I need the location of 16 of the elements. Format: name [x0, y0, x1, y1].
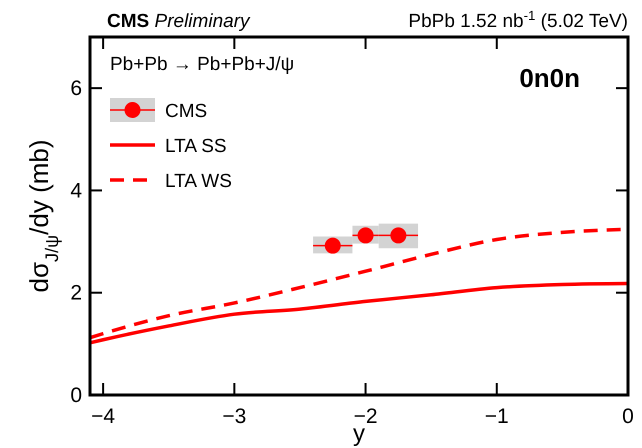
- legend-label: CMS: [165, 101, 208, 122]
- y-tick-label: 2: [70, 282, 82, 305]
- chart-subtitle: Preliminary: [154, 11, 252, 32]
- annotation: Pb+Pb → Pb+Pb+J/ψ: [110, 54, 294, 75]
- legend-label: LTA SS: [165, 136, 227, 157]
- chart-title: CMS: [107, 11, 150, 32]
- y-tick-label: 6: [70, 77, 82, 100]
- x-tick-label: −3: [222, 405, 246, 428]
- annotation: 0n0n: [519, 63, 580, 93]
- text: PbPb 1.52 nb$^{-1}$ (5.02 TeV): [408, 8, 628, 32]
- legend-label: LTA WS: [165, 171, 232, 192]
- y-tick-label: 4: [70, 179, 82, 202]
- x-tick-label: −4: [91, 405, 116, 428]
- x-tick-label: 0: [622, 405, 634, 428]
- y-tick-label: 0: [70, 384, 82, 407]
- x-tick-label: −1: [484, 405, 509, 428]
